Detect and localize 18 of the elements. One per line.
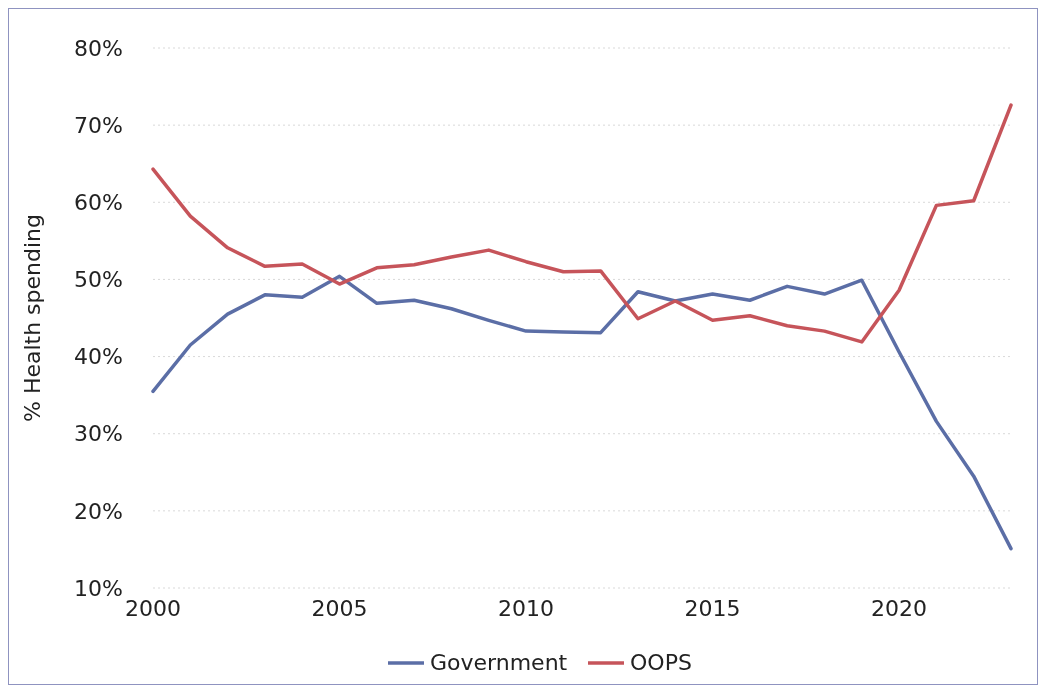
line-series bbox=[151, 274, 1013, 551]
y-tick-label: 50% bbox=[74, 267, 123, 293]
y-tick-label: 30% bbox=[74, 421, 123, 447]
x-tick-label: 2015 bbox=[684, 596, 741, 621]
legend-label: OOPS bbox=[630, 650, 692, 675]
line-series bbox=[151, 103, 1013, 344]
y-tick-label: 70% bbox=[74, 112, 123, 138]
y-tick-label: 20% bbox=[74, 498, 123, 524]
y-axis-title: % Health spending bbox=[20, 213, 45, 423]
x-tick-label: 2005 bbox=[311, 596, 368, 621]
legend-label: Government bbox=[430, 650, 568, 675]
x-tick-label: 2020 bbox=[871, 596, 928, 621]
y-tick-label: 80% bbox=[74, 35, 123, 61]
x-tick-label: 2010 bbox=[498, 596, 555, 621]
y-tick-label: 10% bbox=[74, 575, 123, 601]
y-tick-label: 40% bbox=[74, 344, 123, 370]
x-tick-label: 2000 bbox=[125, 596, 181, 621]
y-tick-label: 60% bbox=[74, 189, 123, 215]
